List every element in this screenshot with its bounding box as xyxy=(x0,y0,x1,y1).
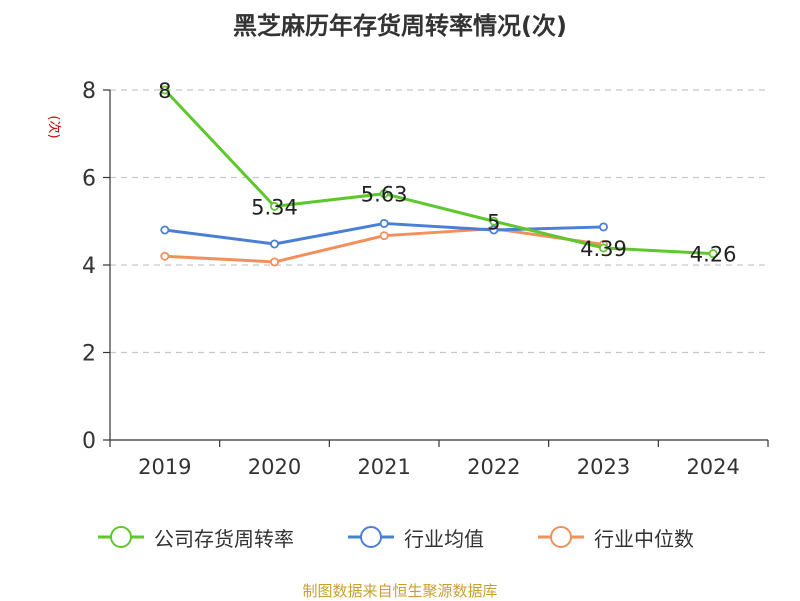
source-note: 制图数据来自恒生聚源数据库 xyxy=(302,582,498,600)
data-point xyxy=(379,218,389,228)
y-tick-label: 4 xyxy=(82,254,96,279)
data-point xyxy=(269,257,279,267)
data-point xyxy=(269,239,279,249)
data-label: 5 xyxy=(487,210,500,234)
data-point xyxy=(489,216,499,226)
x-tick-label: 2020 xyxy=(248,455,301,479)
data-point xyxy=(379,189,389,199)
data-point xyxy=(379,231,389,241)
data-point xyxy=(489,225,499,235)
data-point xyxy=(269,201,279,211)
legend-label: 行业中位数 xyxy=(594,526,694,551)
legend-label: 公司存货周转率 xyxy=(154,526,294,551)
series-line xyxy=(163,88,714,256)
y-axis-label: (次) xyxy=(46,115,62,138)
data-point xyxy=(160,225,170,235)
legend-item[interactable]: 行业中位数 xyxy=(536,521,694,553)
chart-title: 黑芝麻历年存货周转率情况(次) xyxy=(233,12,567,40)
x-tick-label: 2019 xyxy=(138,455,191,479)
data-label: 4.39 xyxy=(580,237,627,261)
legend-swatch xyxy=(98,526,144,548)
x-tick-label: 2021 xyxy=(357,455,410,479)
data-point xyxy=(708,249,718,259)
legend-label: 行业均值 xyxy=(404,526,484,551)
data-point xyxy=(599,222,609,232)
legend: 公司存货周转率 行业均值 行业中位数 xyxy=(0,521,800,553)
legend-swatch xyxy=(538,526,584,548)
legend-swatch xyxy=(348,526,394,548)
axes: 0 2 4 6 8 2019 2020 2021 2022 2023 2024 (次) xyxy=(46,79,769,479)
legend-item[interactable]: 行业均值 xyxy=(346,521,484,553)
gridlines xyxy=(110,89,768,354)
data-label: 8 xyxy=(158,79,171,103)
data-point xyxy=(160,251,170,261)
y-tick-label: 6 xyxy=(82,167,96,192)
series-points xyxy=(160,85,718,267)
data-label: 5.34 xyxy=(251,195,298,219)
legend-item[interactable]: 公司存货周转率 xyxy=(96,521,294,553)
x-tick-label: 2023 xyxy=(577,455,630,479)
x-tick-label: 2024 xyxy=(686,455,739,479)
data-labels: 8 5.34 5.63 5 4.39 4.26 xyxy=(158,79,736,267)
series-lines xyxy=(163,88,714,264)
x-tick-label: 2022 xyxy=(467,455,520,479)
y-tick-label: 0 xyxy=(82,429,96,454)
data-point xyxy=(599,243,609,253)
data-point xyxy=(160,85,170,95)
y-tick-label: 8 xyxy=(82,79,96,104)
data-label: 4.26 xyxy=(690,243,737,267)
data-label: 5.63 xyxy=(361,183,408,207)
y-tick-label: 2 xyxy=(82,342,96,367)
